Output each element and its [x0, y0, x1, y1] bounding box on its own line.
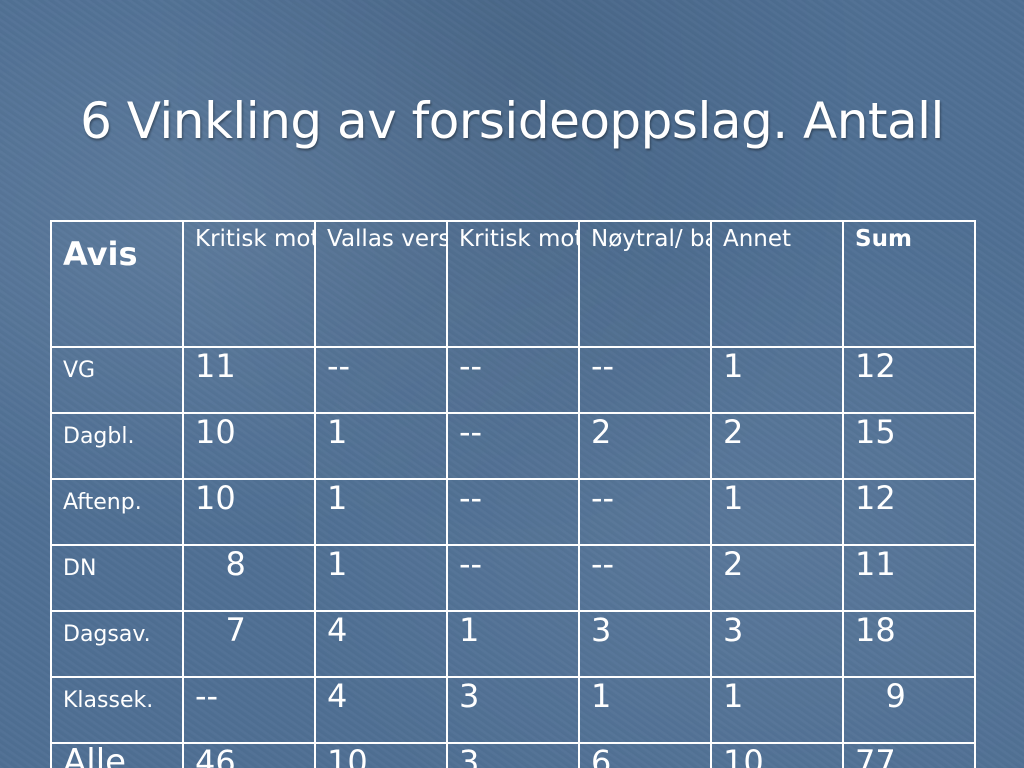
- table-cell: 1: [314, 412, 448, 480]
- table-cell: --: [446, 346, 580, 414]
- column-header-avis: Avis: [50, 220, 184, 348]
- row-label: Aftenp.: [50, 478, 184, 546]
- table-cell: 3: [578, 610, 712, 678]
- table-cell: 9: [842, 676, 976, 744]
- slide-title: 6 Vinkling av forsideoppslag. Antall: [80, 92, 944, 150]
- table-cell: 11: [182, 346, 316, 414]
- table-cell: 1: [314, 544, 448, 612]
- column-header-sum: Sum: [842, 220, 976, 348]
- column-header-annet: Annet: [710, 220, 844, 348]
- table-cell: 2: [578, 412, 712, 480]
- table-row: Dagsav. 7 4 1 3 3 18: [50, 610, 976, 678]
- table-row: VG 11 -- -- -- 1 12: [50, 346, 976, 414]
- table-row: Dagbl. 10 1 -- 2 2 15: [50, 412, 976, 480]
- table-cell: 4: [314, 676, 448, 744]
- row-label: VG: [50, 346, 184, 414]
- table-cell: 1: [446, 610, 580, 678]
- table-row: Klassek. -- 4 3 1 1 9: [50, 676, 976, 744]
- total-cell: 3: [446, 742, 580, 768]
- table-cell: 3: [710, 610, 844, 678]
- row-label: Dagsav.: [50, 610, 184, 678]
- table-cell: 12: [842, 478, 976, 546]
- table-cell: 4: [314, 610, 448, 678]
- table-cell: 11: [842, 544, 976, 612]
- table-cell: 1: [710, 478, 844, 546]
- total-cell: 6: [578, 742, 712, 768]
- table-cell: 18: [842, 610, 976, 678]
- table-cell: --: [446, 478, 580, 546]
- table-cell: --: [578, 478, 712, 546]
- table-cell: 1: [578, 676, 712, 744]
- table-cell: --: [578, 346, 712, 414]
- table-cell: 1: [314, 478, 448, 546]
- column-header-noytral: Nøytral/ balanse/ analyse: [578, 220, 712, 348]
- table-cell: 2: [710, 544, 844, 612]
- table-cell: 15: [842, 412, 976, 480]
- table-cell: --: [578, 544, 712, 612]
- table-cell: --: [446, 544, 580, 612]
- table-header-row: Avis Kritisk mot Valla/LO Vallas versjon…: [50, 220, 976, 348]
- table-cell: 8: [182, 544, 316, 612]
- table-total-row: Alle 46 10 3 6 10 77: [50, 742, 976, 768]
- total-cell: 10: [314, 742, 448, 768]
- total-cell: 46: [182, 742, 316, 768]
- table-cell: 1: [710, 346, 844, 414]
- data-table: Avis Kritisk mot Valla/LO Vallas versjon…: [50, 220, 976, 768]
- table-cell: 10: [182, 412, 316, 480]
- column-header-kritisk-valla: Kritisk mot Valla/LO: [182, 220, 316, 348]
- table-cell: 3: [446, 676, 580, 744]
- total-label: Alle: [50, 742, 184, 768]
- table-row: Aftenp. 10 1 -- -- 1 12: [50, 478, 976, 546]
- column-header-kritisk-medied: Kritisk mot medied.: [446, 220, 580, 348]
- row-label: Dagbl.: [50, 412, 184, 480]
- table-cell: 7: [182, 610, 316, 678]
- row-label: Klassek.: [50, 676, 184, 744]
- table-cell: --: [182, 676, 316, 744]
- table-cell: 2: [710, 412, 844, 480]
- table-cell: 10: [182, 478, 316, 546]
- table-row: DN 8 1 -- -- 2 11: [50, 544, 976, 612]
- table-cell: 1: [710, 676, 844, 744]
- total-cell: 77: [842, 742, 976, 768]
- table-cell: 12: [842, 346, 976, 414]
- table-cell: --: [446, 412, 580, 480]
- total-cell: 10: [710, 742, 844, 768]
- row-label: DN: [50, 544, 184, 612]
- table-cell: --: [314, 346, 448, 414]
- column-header-vallas-versjon: Vallas versjon/ støtte: [314, 220, 448, 348]
